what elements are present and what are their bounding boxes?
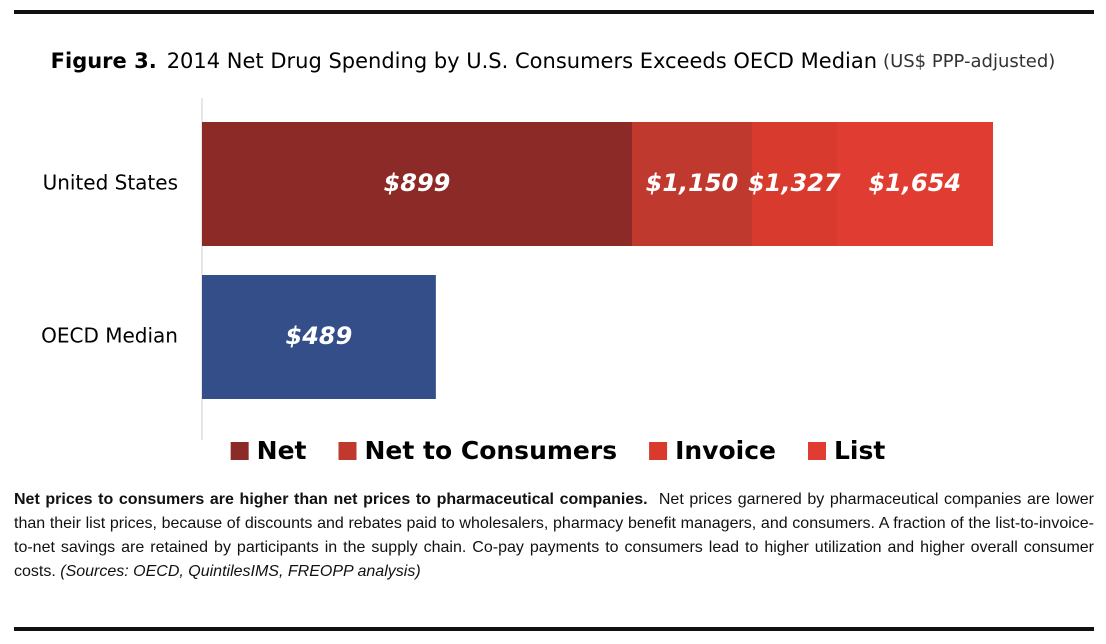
bars: United States $899 $1,150 $1,327 $1,654 OECD … — [41, 122, 993, 399]
subtitle: (US$ PPP-adjusted) — [883, 51, 1055, 72]
legend-label: List — [834, 436, 885, 465]
category-label: OECD Median — [41, 324, 178, 348]
caption-sources: (Sources: OECD, QuintilesIMS, FREOPP ana… — [60, 563, 421, 580]
legend-item: List — [808, 436, 885, 465]
legend-label: Invoice — [675, 436, 776, 465]
value-label: $1,150 — [646, 169, 739, 197]
chart-title: Figure 3. 2014 Net Drug Spending by U.S. … — [51, 49, 1056, 73]
legend-swatch — [230, 442, 249, 460]
legend-label: Net to Consumers — [365, 436, 618, 465]
legend-swatch — [808, 442, 826, 460]
legend: Net Net to Consumers Invoice List — [230, 436, 885, 465]
value-label: $489 — [286, 322, 353, 350]
caption: Net prices to consumers are higher than … — [14, 488, 1094, 584]
legend-label: Net — [257, 436, 307, 465]
legend-swatch — [338, 442, 357, 460]
figure-label: Figure 3. — [51, 49, 157, 73]
bar — [202, 275, 436, 399]
top-rule — [14, 10, 1094, 14]
title-text: 2014 Net Drug Spending by U.S. Consumers… — [167, 49, 877, 73]
bottom-rule — [14, 627, 1094, 631]
value-label: $1,654 — [868, 169, 961, 197]
value-label: $899 — [384, 169, 451, 197]
caption-body: Net prices garnered by pharmaceutical co… — [14, 491, 1094, 580]
category-label: United States — [43, 171, 178, 195]
legend-swatch — [649, 442, 668, 460]
value-label: $1,327 — [748, 169, 841, 197]
legend-item: Invoice — [649, 436, 776, 465]
bar — [202, 122, 632, 246]
caption-lead: Net prices to consumers are higher than … — [14, 491, 648, 508]
legend-item: Net to Consumers — [338, 436, 618, 465]
legend-item: Net — [230, 436, 307, 465]
